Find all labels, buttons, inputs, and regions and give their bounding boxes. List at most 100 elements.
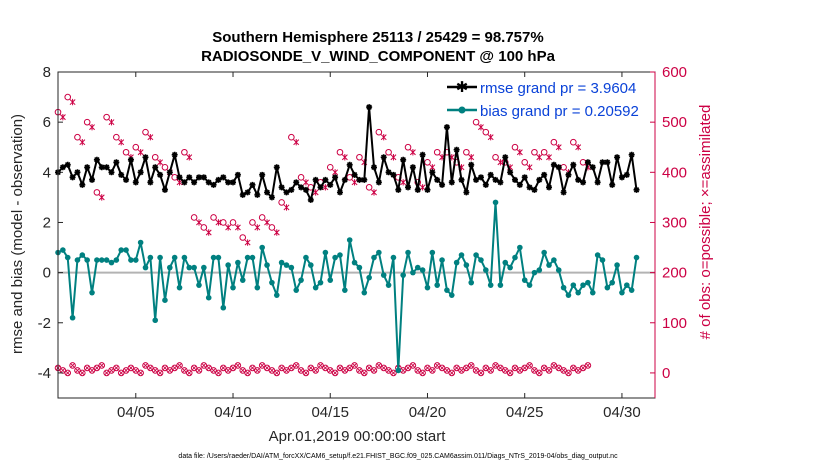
obs-possible-marker bbox=[326, 163, 334, 171]
rmse-point bbox=[565, 171, 572, 178]
legend-bias-marker bbox=[458, 106, 466, 114]
obs-low-assimilated-marker bbox=[400, 368, 406, 373]
obs-possible-marker bbox=[521, 158, 529, 166]
obs-low-possible-marker bbox=[390, 369, 397, 377]
y-left-tick-label: 6 bbox=[43, 114, 51, 131]
bias-point bbox=[521, 277, 528, 283]
rmse-point bbox=[380, 154, 387, 161]
bias-point bbox=[239, 277, 246, 283]
bias-point bbox=[94, 257, 100, 263]
obs-low-assimilated-marker bbox=[386, 368, 391, 373]
rmse-point bbox=[633, 186, 640, 193]
obs-low-possible-marker bbox=[360, 369, 368, 377]
obs-low-assimilated-marker bbox=[502, 368, 508, 373]
obs-assimilated-marker bbox=[341, 154, 348, 161]
y-left-tick-label: -4 bbox=[38, 365, 51, 382]
obs-possible-marker bbox=[365, 184, 373, 191]
obs-assimilated-marker bbox=[118, 139, 125, 146]
rmse-point bbox=[458, 176, 465, 183]
obs-possible-marker bbox=[229, 219, 237, 226]
rmse-point bbox=[371, 164, 378, 171]
obs-possible-marker bbox=[433, 148, 441, 156]
obs-assimilated-marker bbox=[468, 154, 475, 161]
obs-low-assimilated-marker bbox=[196, 368, 202, 373]
rmse-point bbox=[220, 174, 227, 181]
obs-low-possible-marker bbox=[477, 369, 485, 377]
obs-low-possible-marker bbox=[254, 367, 261, 374]
obs-assimilated-marker bbox=[98, 194, 105, 201]
obs-low-assimilated-marker bbox=[94, 365, 100, 371]
data-file-footnote: data file: /Users/raeder/DAI/ATM_forcXX/… bbox=[178, 453, 618, 460]
obs-possible-marker bbox=[161, 163, 169, 171]
obs-assimilated-marker bbox=[293, 139, 300, 146]
bias-point bbox=[555, 267, 562, 273]
obs-low-possible-marker bbox=[64, 369, 72, 377]
obs-possible-marker bbox=[103, 113, 110, 121]
bias-point bbox=[405, 249, 411, 256]
bias-point bbox=[458, 252, 465, 258]
obs-low-possible-marker bbox=[113, 364, 120, 372]
obs-assimilated-marker bbox=[371, 189, 377, 196]
obs-low-assimilated-marker bbox=[536, 370, 542, 376]
rmse-point bbox=[171, 151, 178, 158]
obs-possible-marker bbox=[385, 148, 392, 156]
obs-assimilated-marker bbox=[157, 159, 164, 166]
bias-point bbox=[162, 297, 168, 304]
rmse-point bbox=[215, 176, 222, 183]
obs-possible-marker bbox=[278, 199, 285, 206]
rmse-point bbox=[346, 161, 353, 168]
obs-possible-marker bbox=[93, 189, 101, 196]
bias-point bbox=[303, 254, 309, 261]
rmse-point bbox=[293, 179, 300, 186]
bias-point bbox=[414, 264, 421, 271]
obs-low-assimilated-marker bbox=[323, 365, 328, 371]
bias-point bbox=[108, 259, 115, 266]
bias-point bbox=[254, 284, 261, 291]
bias-point bbox=[624, 282, 630, 288]
obs-low-assimilated-marker bbox=[167, 368, 173, 373]
rmse-series bbox=[55, 104, 640, 203]
obs-low-assimilated-marker bbox=[498, 365, 503, 371]
bias-point bbox=[176, 284, 183, 291]
obs-assimilated-marker bbox=[234, 224, 241, 231]
bias-point bbox=[225, 262, 231, 268]
bias-point bbox=[249, 254, 256, 261]
obs-low-assimilated-marker bbox=[532, 368, 537, 373]
rmse-point bbox=[278, 184, 285, 191]
obs-low-possible-marker bbox=[244, 369, 251, 377]
bias-point bbox=[609, 279, 616, 286]
obs-low-assimilated-marker bbox=[264, 365, 270, 371]
rmse-point bbox=[482, 181, 489, 188]
bias-point bbox=[589, 289, 596, 296]
obs-low-assimilated-marker bbox=[464, 365, 469, 371]
rmse-point bbox=[604, 159, 611, 166]
obs-low-assimilated-marker bbox=[152, 368, 158, 373]
obs-low-assimilated-marker bbox=[434, 363, 440, 368]
rmse-point bbox=[312, 176, 319, 183]
obs-assimilated-marker bbox=[302, 179, 309, 186]
obs-assimilated-marker bbox=[497, 159, 504, 166]
rmse-point bbox=[103, 164, 110, 171]
bias-point bbox=[614, 262, 620, 268]
obs-low-assimilated-marker bbox=[507, 370, 513, 376]
chart-subtitle: RADIOSONDE_V_WIND_COMPONENT @ 100 hPa bbox=[201, 48, 556, 65]
obs-low-assimilated-marker bbox=[551, 363, 557, 368]
bias-point bbox=[526, 282, 533, 288]
rmse-point bbox=[575, 176, 582, 183]
obs-low-possible-marker bbox=[137, 369, 144, 377]
bias-point bbox=[273, 292, 280, 298]
rmse-point bbox=[560, 189, 567, 196]
obs-low-assimilated-marker bbox=[138, 370, 143, 376]
rmse-point bbox=[375, 179, 382, 186]
y-axis-right-label: # of obs: o=possible; ×=assimilated bbox=[697, 105, 714, 340]
obs-assimilated-marker bbox=[575, 144, 582, 151]
obs-possible-marker bbox=[346, 174, 353, 181]
obs-low-assimilated-marker bbox=[157, 370, 163, 376]
obs-possible-marker bbox=[181, 148, 188, 156]
obs-possible-marker bbox=[356, 153, 363, 161]
obs-possible-marker bbox=[297, 174, 305, 181]
obs-low-assimilated-marker bbox=[585, 363, 591, 368]
obs-low-assimilated-marker bbox=[279, 365, 284, 371]
obs-low-assimilated-marker bbox=[561, 368, 566, 373]
